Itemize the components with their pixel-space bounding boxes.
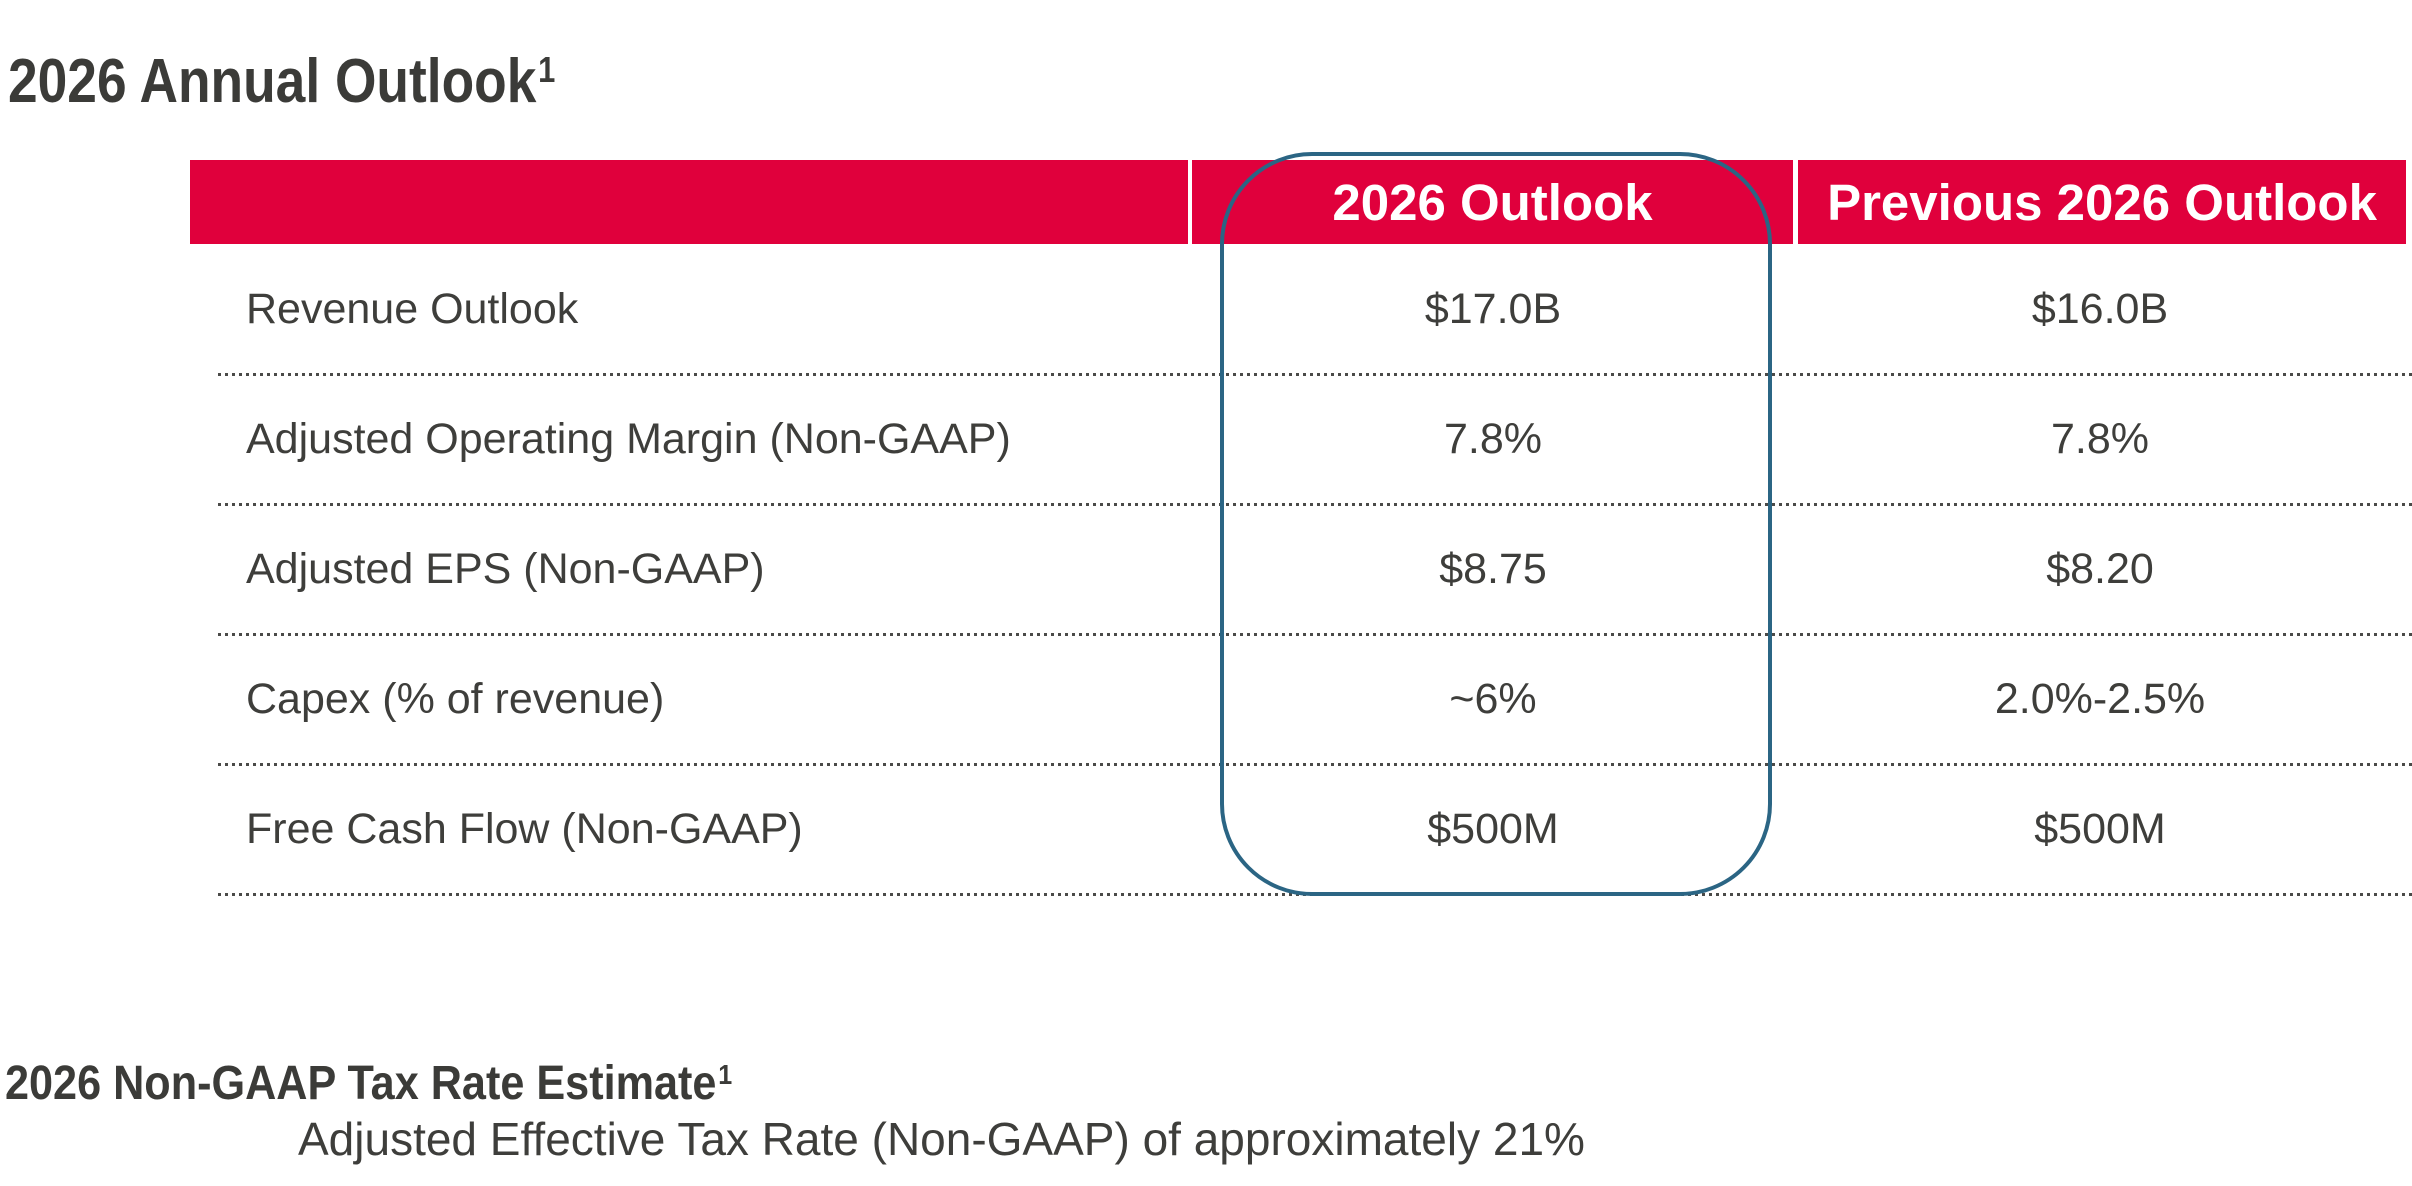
previous-outlook-value: 2.0%-2.5% <box>1994 674 2206 723</box>
outlook-2026-value: ~6% <box>1449 674 1537 723</box>
tax-rate-footnote-marker: 1 <box>718 1058 733 1090</box>
outlook-table: 2026 Outlook Previous 2026 Outlook Reven… <box>190 160 2412 896</box>
page-title: 2026 Annual Outlook1 <box>8 46 644 116</box>
table-row-capex: Capex (% of revenue) ~6% 2.0%-2.5% <box>190 634 2412 766</box>
tax-rate-heading-text: 2026 Non-GAAP Tax Rate Estimate <box>5 1056 717 1110</box>
header-2026-outlook: 2026 Outlook <box>1192 160 1793 244</box>
previous-outlook-value: $500M <box>2034 804 2166 853</box>
table-row-revenue-outlook: Revenue Outlook $17.0B $16.0B <box>190 244 2412 376</box>
outlook-2026-value: $500M <box>1427 804 1559 853</box>
table-row-adjusted-operating-margin: Adjusted Operating Margin (Non-GAAP) 7.8… <box>190 374 2412 506</box>
row-label: Capex (% of revenue) <box>246 674 665 723</box>
outlook-2026-value: 7.8% <box>1443 414 1542 463</box>
row-divider <box>218 763 2412 766</box>
previous-outlook-value: $16.0B <box>2031 284 2169 333</box>
tax-rate-detail: Adjusted Effective Tax Rate (Non-GAAP) o… <box>298 1113 1585 1165</box>
tax-rate-heading: 2026 Non-GAAP Tax Rate Estimate1 <box>5 1056 813 1111</box>
row-divider <box>218 633 2412 636</box>
header-empty-cell <box>190 160 1188 244</box>
table-row-adjusted-eps: Adjusted EPS (Non-GAAP) $8.75 $8.20 <box>190 504 2412 636</box>
row-label: Adjusted Operating Margin (Non-GAAP) <box>246 414 1011 463</box>
table-row-free-cash-flow: Free Cash Flow (Non-GAAP) $500M $500M <box>190 764 2412 896</box>
page-title-text: 2026 Annual Outlook <box>8 46 537 116</box>
table-header-row: 2026 Outlook Previous 2026 Outlook <box>190 160 2406 244</box>
row-label: Revenue Outlook <box>246 284 579 333</box>
row-label: Adjusted EPS (Non-GAAP) <box>246 544 765 593</box>
header-previous-2026-outlook: Previous 2026 Outlook <box>1798 160 2406 244</box>
outlook-2026-value: $8.75 <box>1439 544 1547 593</box>
row-divider <box>218 373 2412 376</box>
previous-outlook-value: $8.20 <box>2046 544 2154 593</box>
row-divider <box>218 503 2412 506</box>
row-label: Free Cash Flow (Non-GAAP) <box>246 804 803 853</box>
outlook-2026-value: $17.0B <box>1424 284 1562 333</box>
page-title-footnote-marker: 1 <box>538 48 556 90</box>
row-divider <box>218 893 2412 896</box>
previous-outlook-value: 7.8% <box>2050 414 2149 463</box>
